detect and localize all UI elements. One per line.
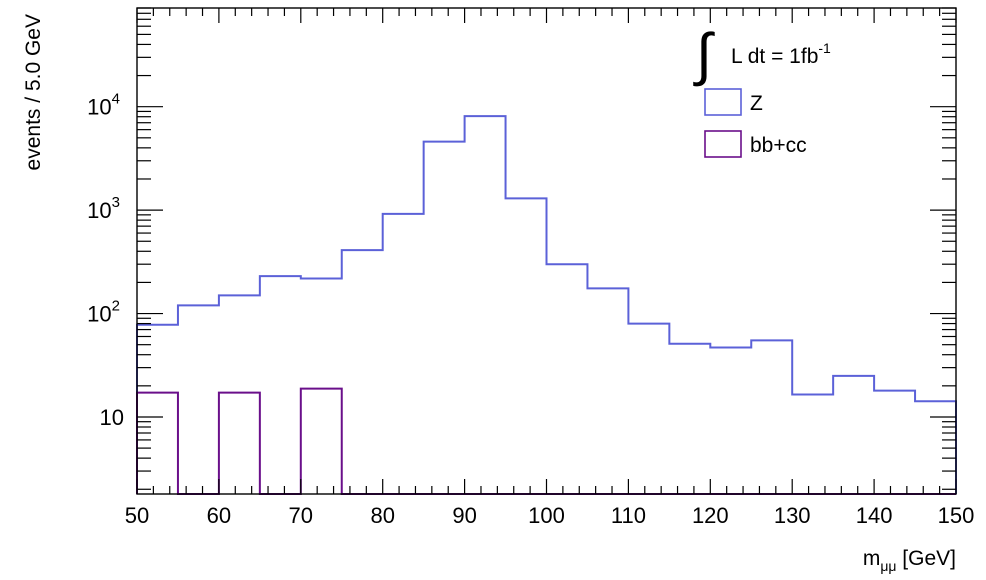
x-axis-ticks [136,8,957,494]
x-axis-title-subscript: μμ [880,558,896,574]
x-tick-label: 140 [856,503,893,528]
y-tick-label-base: 10 [87,95,111,120]
y-tick-label-exponent: 2 [112,298,120,315]
y-tick-label: 103 [87,194,120,223]
luminosity-label: L dt = 1fb-1 [731,40,831,68]
legend-label-bbcc: bb+cc [750,134,807,157]
x-tick-label: 110 [611,503,646,528]
legend: ∫ L dt = 1fb-1 Z bb+cc [693,22,831,158]
x-axis-tick-labels: 50 60 70 80 90 100 110 120 130 140 150 [125,503,975,528]
y-axis-ticks [137,7,956,490]
x-tick-label: 150 [938,503,975,528]
luminosity-exponent: -1 [818,40,831,56]
luminosity-text: L dt = 1fb [731,45,818,68]
x-axis-title-main: m [863,547,881,570]
x-axis-title: mμμ [GeV] [863,547,956,574]
y-tick-label: 104 [87,91,120,120]
x-tick-label: 50 [125,503,149,528]
x-tick-label: 60 [207,503,231,528]
integral-symbol: ∫ [693,22,715,87]
legend-box-bbcc [704,130,742,158]
y-tick-label-exponent: 4 [112,91,120,108]
y-tick-label-base: 10 [100,405,124,430]
y-tick-label-base: 10 [87,198,111,223]
x-tick-label: 100 [528,503,565,528]
y-tick-label: 10 [100,405,124,430]
x-tick-label: 90 [452,503,476,528]
y-tick-label: 102 [87,298,120,327]
y-tick-label-base: 10 [87,302,111,327]
series-z-outline [136,115,957,494]
x-tick-label: 120 [692,503,729,528]
x-tick-label: 130 [774,503,811,528]
y-tick-label-exponent: 3 [112,194,120,211]
x-tick-label: 70 [289,503,313,528]
legend-box-z [704,88,742,116]
x-axis-title-unit: [GeV] [896,547,956,570]
y-axis-title: events / 5.0 GeV [22,14,45,170]
x-tick-label: 80 [370,503,394,528]
legend-label-z: Z [750,92,763,115]
